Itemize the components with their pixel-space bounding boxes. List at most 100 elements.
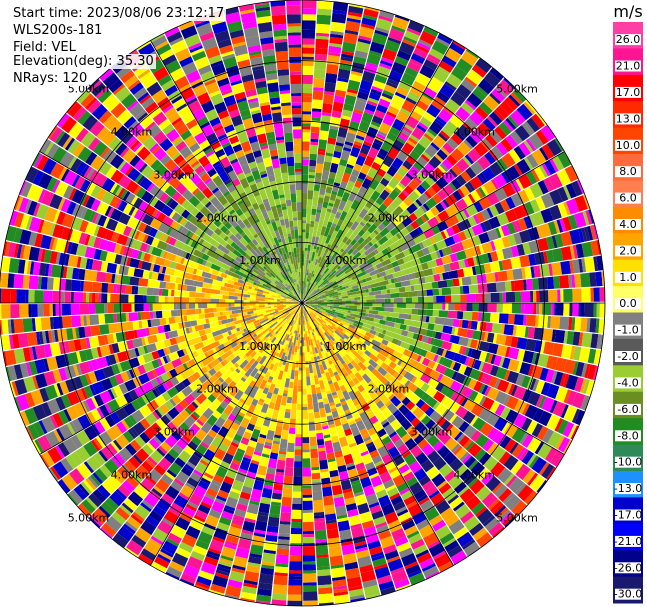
range-gate [330, 320, 337, 325]
range-gate [52, 304, 56, 317]
range-gate [329, 426, 337, 435]
range-gate [304, 340, 307, 347]
range-gate [292, 503, 302, 511]
range-gate [316, 432, 324, 440]
range-gate [290, 354, 294, 361]
range-gate [309, 303, 319, 305]
range-gate [302, 361, 306, 365]
range-gate [572, 303, 579, 317]
range-gate [302, 403, 308, 407]
range-gate [562, 373, 570, 388]
range-gate [348, 514, 362, 526]
range-gate [425, 316, 430, 323]
range-gate [427, 450, 441, 464]
range-gate [290, 74, 302, 85]
range-gate [477, 371, 484, 382]
range-gate [384, 511, 399, 525]
range-gate [467, 338, 472, 348]
range-gate [289, 378, 294, 383]
range-gate [421, 415, 432, 426]
range-gate [291, 202, 297, 212]
range-gate [131, 285, 136, 295]
range-gate [311, 326, 314, 330]
range-gate [315, 172, 322, 180]
range-gate [303, 561, 316, 565]
range-gate [70, 291, 74, 303]
range-gate [444, 470, 457, 483]
range-gate [290, 320, 295, 326]
range-gate [427, 360, 433, 368]
range-gate [322, 103, 333, 114]
range-gate [132, 320, 140, 330]
range-gate [390, 378, 402, 389]
range-gate [357, 395, 367, 406]
range-gate [454, 481, 467, 494]
range-gate [345, 398, 355, 409]
range-gate [376, 380, 387, 392]
range-gate [302, 397, 308, 404]
range-gate [386, 341, 397, 350]
range-gate [367, 364, 375, 372]
range-gate [357, 502, 370, 515]
range-gate [451, 415, 465, 429]
range-gate [448, 474, 463, 490]
range-gate [580, 317, 588, 332]
range-gate [219, 299, 226, 303]
range-gate [468, 459, 479, 471]
range-gate [295, 168, 302, 172]
range-gate [440, 332, 452, 342]
range-gate [427, 540, 441, 549]
range-gate [125, 285, 133, 295]
range-gate [249, 553, 262, 559]
range-gate [312, 90, 324, 101]
range-gate [414, 421, 425, 432]
range-gate [415, 452, 429, 466]
range-gate [364, 394, 372, 403]
range-gate [298, 315, 301, 326]
range-gate [503, 455, 519, 471]
range-gate [307, 354, 312, 362]
range-gate [146, 287, 154, 296]
range-gate [456, 433, 466, 443]
range-gate [449, 414, 458, 424]
range-gate [224, 543, 237, 550]
range-gate [223, 507, 235, 515]
range-gate [290, 323, 296, 333]
range-gate [443, 318, 454, 327]
range-gate [599, 334, 604, 350]
range-gate [330, 432, 338, 438]
range-gate [458, 354, 468, 365]
range-gate [167, 289, 172, 297]
range-gate [302, 437, 310, 444]
range-gate [225, 534, 239, 544]
range-gate [309, 436, 317, 447]
range-gate [303, 306, 308, 316]
range-gate [355, 403, 362, 409]
range-gate [295, 238, 299, 242]
range-gate [426, 434, 440, 448]
range-gate [490, 354, 497, 365]
range-gate [341, 340, 346, 345]
range-gate [599, 303, 605, 318]
range-gate [505, 346, 511, 358]
range-gate [326, 452, 335, 460]
range-gate [326, 393, 335, 404]
range-gate [454, 503, 471, 519]
range-gate [384, 372, 395, 383]
range-gate [399, 376, 409, 386]
range-gate [264, 479, 274, 487]
range-gate [274, 566, 289, 574]
range-gate [346, 462, 355, 468]
range-gate [370, 325, 375, 331]
range-gate [438, 561, 454, 573]
range-gate [355, 331, 365, 339]
range-gate [445, 423, 454, 433]
range-gate [257, 511, 269, 517]
range-gate [295, 437, 302, 447]
range-gate [274, 41, 288, 52]
range-gate [274, 425, 283, 436]
range-gate [396, 584, 411, 591]
range-gate [387, 558, 404, 572]
range-gate [312, 310, 318, 315]
